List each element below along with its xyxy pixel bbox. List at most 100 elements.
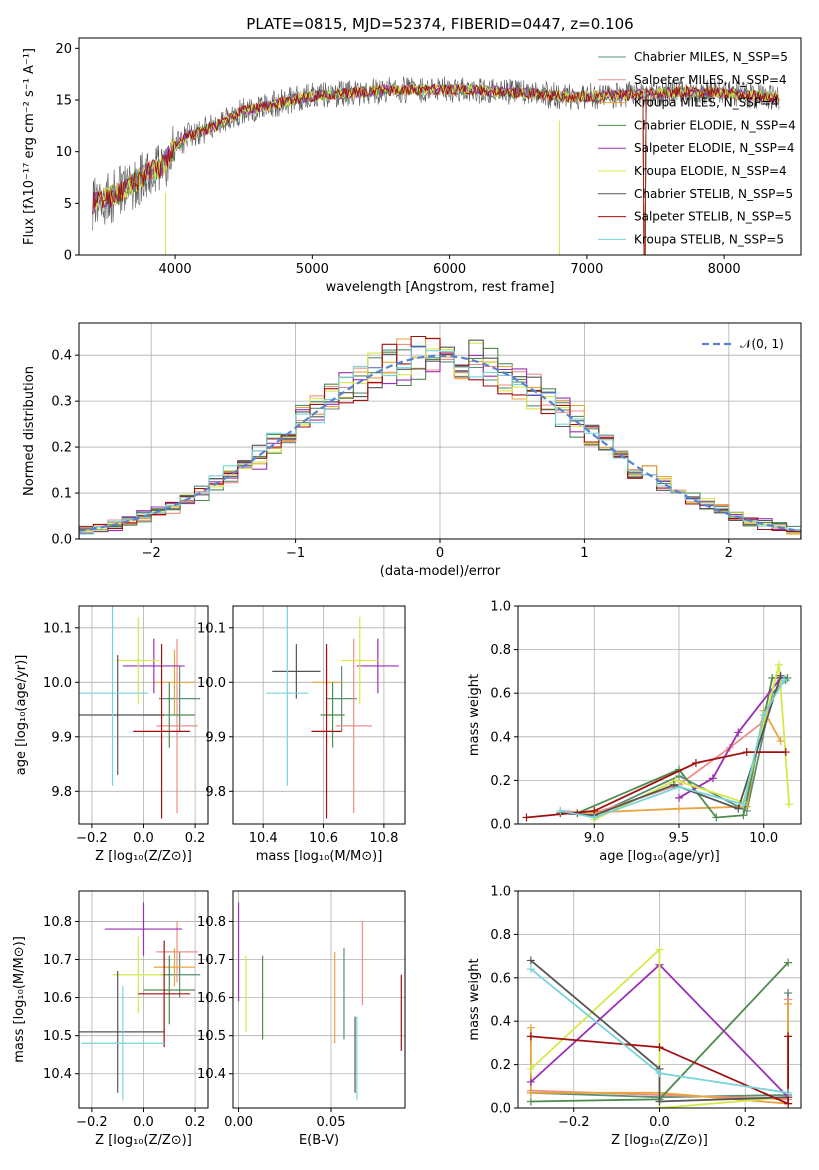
spectrum-frame (78, 37, 802, 256)
y-axis-label: mass [log₁₀(M/M⊙)] (12, 936, 27, 1063)
x-tick-label: −0.2 (76, 831, 108, 846)
x-tick-label: 10.4 (249, 831, 278, 846)
y-axis-label: Flux [fλ10⁻¹⁷ erg cm⁻² s⁻¹ A⁻¹] (22, 48, 37, 245)
y-tick-label: 10.6 (197, 991, 226, 1006)
y-tick-label: 1.0 (490, 600, 511, 615)
y-tick-label: 0.6 (490, 971, 511, 986)
mass-weight-marker (669, 780, 678, 789)
mass-weight-marker (655, 945, 664, 954)
mass-weight-vs-age-frame (517, 605, 802, 825)
x-axis-label: Z [log₁₀(Z/Z⊙)] (611, 1133, 708, 1148)
mass-weight-marker (734, 728, 743, 737)
mass-weight-vs-Z-plot-area (526, 945, 793, 1108)
mass-weight-line (530, 947, 789, 1108)
x-axis-label: (data-model)/error (380, 564, 501, 579)
mass-weight-marker (759, 711, 768, 719)
mass-vs-Z-frame (78, 890, 209, 1109)
mass-vs-ebv-frame (232, 890, 406, 1109)
x-tick-label: 0 (436, 546, 444, 561)
mass-weight-marker (691, 758, 700, 767)
mass-weight-marker (776, 671, 785, 680)
mass-weight-marker (526, 956, 535, 965)
mass-weight-marker (781, 748, 790, 757)
mass-weight-marker (784, 1099, 793, 1108)
y-tick-label: 10.1 (43, 621, 72, 636)
x-tick-label: 9.5 (669, 831, 690, 846)
mass-weight-marker (655, 1069, 664, 1078)
age-vs-mass-plot-area (266, 606, 399, 819)
y-tick-label: 9.8 (205, 785, 226, 800)
legend-label: Chabrier ELODIE, N_SSP=4 (634, 118, 796, 132)
mass-weight-marker (734, 804, 743, 813)
y-tick-label: 10.0 (197, 676, 226, 691)
mass-weight-marker (784, 999, 793, 1008)
x-tick-label: 0.2 (735, 1115, 756, 1130)
x-tick-label: 10.6 (309, 831, 338, 846)
x-tick-label: 6000 (433, 262, 466, 277)
mass-weight-marker (708, 774, 717, 783)
y-tick-label: 0.0 (51, 533, 72, 548)
age-vs-Z-frame (78, 605, 209, 825)
mass-weight-marker (671, 776, 680, 785)
mass-weight-marker (526, 965, 535, 974)
x-tick-label: 0.2 (185, 831, 206, 846)
mass-weight-marker (674, 793, 683, 802)
mass-weight-marker (655, 1043, 664, 1052)
mass-weight-marker (590, 813, 599, 822)
y-axis-label: mass weight (467, 958, 482, 1040)
y-tick-label: 0.4 (51, 349, 72, 364)
x-axis-label: mass [log₁₀(M/M⊙)] (256, 849, 383, 864)
x-tick-label: −0.2 (76, 1115, 108, 1130)
mass-weight-marker (556, 806, 565, 815)
mass-weight-marker (674, 782, 683, 791)
y-tick-label: 1.0 (490, 885, 511, 900)
mass-vs-Z-plot-area (79, 902, 201, 1101)
x-tick-label: 0.0 (649, 1115, 670, 1130)
y-tick-label: 0.8 (490, 928, 511, 943)
mass-weight-line (560, 679, 785, 819)
mass-weight-marker (784, 1032, 793, 1041)
y-tick-label: 0.0 (490, 1102, 511, 1117)
y-tick-label: 10.8 (197, 915, 226, 930)
x-tick-label: 0.0 (133, 1115, 154, 1130)
legend-label: Salpeter MILES, N_SSP=4 (634, 73, 787, 87)
mass-weight-marker (655, 1097, 664, 1106)
x-tick-label: 0.0 (133, 831, 154, 846)
y-tick-label: 10.7 (43, 953, 72, 968)
figure-title: PLATE=0815, MJD=52374, FIBERID=0447, z=0… (246, 15, 633, 33)
x-tick-label: 9.0 (584, 831, 605, 846)
y-tick-label: 10.4 (197, 1067, 226, 1082)
y-tick-label: 0 (64, 249, 72, 264)
histogram-legend: 𝒩(0, 1) (702, 337, 784, 351)
legend-label: Chabrier STELIB, N_SSP=5 (634, 187, 793, 201)
x-axis-label: Z [log₁₀(Z/Z⊙)] (95, 849, 192, 864)
y-tick-label: 0.2 (490, 1058, 511, 1073)
mass-weight-marker (776, 737, 785, 746)
y-tick-label: 0.3 (51, 395, 72, 410)
mass-vs-ebv-plot-area (237, 902, 402, 1101)
x-tick-label: 10.0 (749, 831, 778, 846)
legend-label: Kroupa MILES, N_SSP=4 (634, 96, 779, 110)
mass-weight-marker (674, 804, 683, 813)
y-tick-label: 10.1 (197, 621, 226, 636)
age-vs-mass-axes: 10.4 10.6 10.8 9.8 9.9 10.0 10.1 mass [log₁₀(M/… (197, 606, 405, 864)
y-tick-label: 10.6 (43, 991, 72, 1006)
y-axis-label: age [log₁₀(age/yr)] (14, 655, 29, 776)
spectrum-series-line (92, 83, 780, 255)
mass-weight-marker (526, 1023, 535, 1032)
x-tick-label: 1 (580, 546, 588, 561)
x-tick-label: 4000 (159, 262, 192, 277)
x-tick-label: −0.2 (558, 1115, 590, 1130)
mass-weight-vs-age-plot-area (522, 660, 794, 824)
mass-weight-marker (784, 958, 793, 967)
x-axis-label: wavelength [Angstrom, rest frame] (326, 280, 555, 295)
y-tick-label: 0.8 (490, 643, 511, 658)
mass-weight-marker (712, 813, 721, 822)
mass-weight-marker (526, 1088, 535, 1097)
y-tick-label: 10 (55, 145, 72, 160)
legend-label: Kroupa STELIB, N_SSP=5 (634, 232, 784, 246)
y-tick-label: 10.5 (197, 1029, 226, 1044)
mass-weight-marker (742, 748, 751, 757)
legend-label: Kroupa ELODIE, N_SSP=4 (634, 164, 787, 178)
